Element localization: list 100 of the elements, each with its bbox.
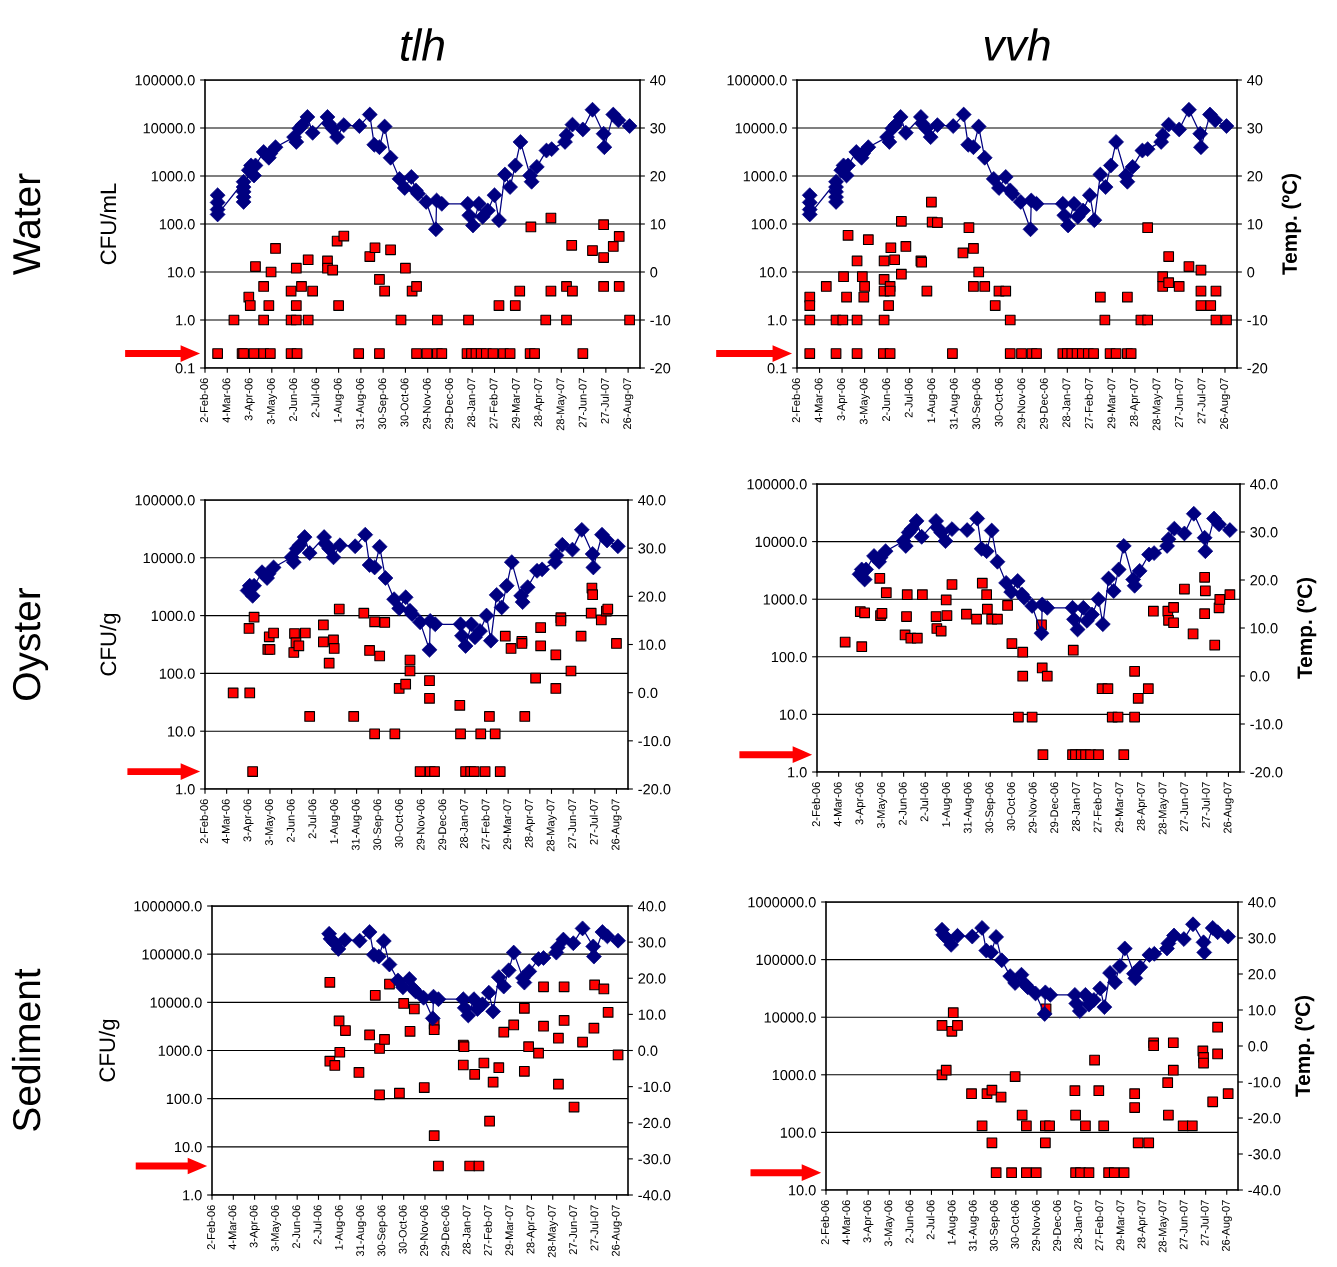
y-tick-label: 1.0 — [183, 1190, 202, 1201]
x-tick-label: 2-Feb-06 — [811, 782, 820, 827]
y2-tick-label: -10 — [650, 315, 671, 326]
y-tick-label: 0.1 — [767, 363, 787, 374]
y-tick-label: 1000.0 — [151, 171, 195, 182]
y-tick-label: 10000.0 — [735, 123, 787, 134]
y2-tick-label: 30.0 — [1248, 933, 1276, 944]
y-tick-label: 1000.0 — [763, 594, 807, 605]
x-tick-label: 27-Feb-07 — [483, 1205, 492, 1256]
x-tick-label: 4-Mar-06 — [833, 782, 842, 827]
x-tick-label: 3-May-06 — [266, 378, 277, 425]
x-tick-label: 1-Aug-06 — [942, 782, 953, 827]
x-tick-label: 28-May-07 — [1158, 1200, 1169, 1253]
x-tick-label: 1-Aug-06 — [927, 378, 938, 423]
x-tick-label: 2-Jul-06 — [904, 378, 913, 418]
x-tick-label: 28-Apr-07 — [524, 799, 536, 848]
x-tick-label: 30-Sep-06 — [377, 1205, 388, 1257]
y-tick-label: 100000.0 — [142, 949, 202, 960]
y2-axis-title: Temp. (ºC) — [1281, 173, 1302, 275]
x-tick-label: 27-Jul-07 — [1201, 782, 1210, 828]
y2-tick-label: 0 — [1247, 267, 1255, 278]
y-tick-label: 1.0 — [768, 315, 787, 326]
x-tick-label: 29-Dec-06 — [445, 378, 453, 430]
y2-tick-label: -20.0 — [1250, 767, 1283, 778]
x-tick-label: 30-Sep-06 — [989, 1200, 1000, 1252]
x-tick-label: 27-Jun-07 — [1179, 1200, 1188, 1250]
x-tick-label: 2-Feb-06 — [820, 1200, 829, 1245]
x-tick-label: 1-Aug-06 — [333, 378, 344, 423]
y2-tick-label: 40 — [1247, 75, 1263, 86]
y2-tick-label: 10.0 — [638, 1009, 666, 1020]
x-tick-label: 30-Oct-06 — [395, 799, 403, 848]
x-tick-label: 27-Jun-07 — [578, 378, 587, 428]
y-tick-label: 100000.0 — [727, 75, 787, 86]
y-tick-label: 100000.0 — [135, 75, 195, 86]
y2-tick-label: 0.0 — [1250, 671, 1270, 682]
y-tick-label: 1000.0 — [158, 1045, 202, 1056]
y2-tick-label: -20.0 — [638, 784, 671, 795]
y-tick-label: 1000.0 — [772, 1069, 816, 1081]
y-tick-label: 10.0 — [780, 709, 807, 720]
x-tick-label: 27-Jul-07 — [589, 799, 598, 845]
y2-tick-label: 30 — [650, 123, 666, 134]
x-tick-label: 27-Jul-07 — [1197, 378, 1206, 424]
y-tick-label: 10000.0 — [764, 1012, 816, 1023]
x-tick-label: 27-Jun-07 — [568, 799, 577, 849]
chart-title: vvh — [984, 28, 1050, 61]
x-tick-label: 28-May-07 — [556, 378, 567, 431]
chart-title: tlh — [401, 28, 444, 61]
y-tick-label: 10.0 — [168, 726, 195, 737]
y2-tick-label: 20 — [1247, 171, 1263, 182]
x-tick-label: 26-Aug-07 — [1223, 782, 1234, 834]
y2-tick-label: -10.0 — [1250, 719, 1283, 730]
x-tick-label: 4-Mar-06 — [222, 378, 231, 423]
x-tick-label: 27-Feb-07 — [1095, 1200, 1104, 1251]
y2-tick-label: 40 — [650, 75, 666, 86]
y2-tick-label: 40.0 — [638, 901, 666, 912]
x-tick-label: 2-Jul-06 — [926, 1200, 935, 1240]
y-tick-label: 100000.0 — [135, 495, 195, 506]
x-tick-label: 27-Jun-07 — [569, 1205, 578, 1255]
y-tick-label: 100.0 — [771, 651, 807, 663]
x-tick-label: 27-Feb-07 — [1084, 378, 1093, 429]
y2-tick-label: -40.0 — [638, 1190, 671, 1201]
x-tick-label: 27-Jul-07 — [590, 1205, 599, 1251]
x-tick-label: 27-Jul-07 — [1200, 1200, 1209, 1246]
x-tick-label: 2-Jul-06 — [308, 799, 317, 839]
y-tick-label: 1000.0 — [151, 610, 195, 622]
x-tick-label: 26-Aug-07 — [1220, 378, 1231, 430]
x-tick-label: 28-Apr-07 — [534, 378, 545, 427]
x-tick-label: 2-Jun-06 — [882, 378, 891, 422]
x-tick-label: 4-Mar-06 — [842, 1200, 851, 1245]
x-tick-label: 3-May-06 — [884, 1200, 895, 1247]
y-tick-label: 100.0 — [159, 219, 195, 230]
x-tick-label: 31-Aug-06 — [968, 1200, 979, 1252]
x-tick-label: 3-Apr-06 — [249, 1205, 260, 1248]
x-tick-label: 30-Oct-06 — [398, 1205, 407, 1254]
x-tick-label: 29-Nov-06 — [1028, 782, 1037, 834]
x-tick-label: 4-Mar-06 — [228, 1205, 237, 1250]
x-tick-label: 30-Sep-06 — [373, 799, 384, 851]
y2-tick-label: 20.0 — [1250, 575, 1278, 586]
y2-tick-label: 10.0 — [1250, 623, 1278, 634]
y2-axis-title: Temp. (ºC) — [1296, 577, 1317, 679]
y2-tick-label: 30.0 — [638, 543, 666, 554]
x-tick-label: 3-Apr-06 — [244, 378, 255, 421]
x-tick-label: 28-Apr-07 — [1136, 782, 1148, 831]
y2-tick-label: 20.0 — [638, 973, 666, 984]
x-tick-label: 28-Jan-07 — [459, 799, 468, 849]
y2-tick-label: 20.0 — [1248, 969, 1276, 980]
y-tick-label: 100.0 — [159, 668, 195, 679]
x-tick-label: 31-Aug-06 — [949, 378, 960, 430]
y2-tick-label: 0.0 — [638, 687, 658, 699]
x-tick-label: 2-Jun-06 — [905, 1200, 914, 1244]
x-tick-label: 28-Jan-07 — [1062, 378, 1071, 428]
x-tick-label: 29-Nov-06 — [1017, 378, 1026, 430]
x-tick-label: 29-Nov-06 — [420, 1205, 428, 1257]
x-tick-label: 3-May-06 — [271, 1205, 282, 1252]
y-tick-label: 10.0 — [760, 267, 787, 278]
y2-tick-label: -20.0 — [1248, 1113, 1281, 1124]
y2-axis-title: Temp. (ºC) — [1294, 995, 1315, 1097]
x-tick-label: 27-Jul-07 — [600, 378, 609, 424]
y-tick-label: 0.1 — [175, 363, 195, 374]
x-tick-label: 27-Feb-07 — [489, 378, 498, 429]
